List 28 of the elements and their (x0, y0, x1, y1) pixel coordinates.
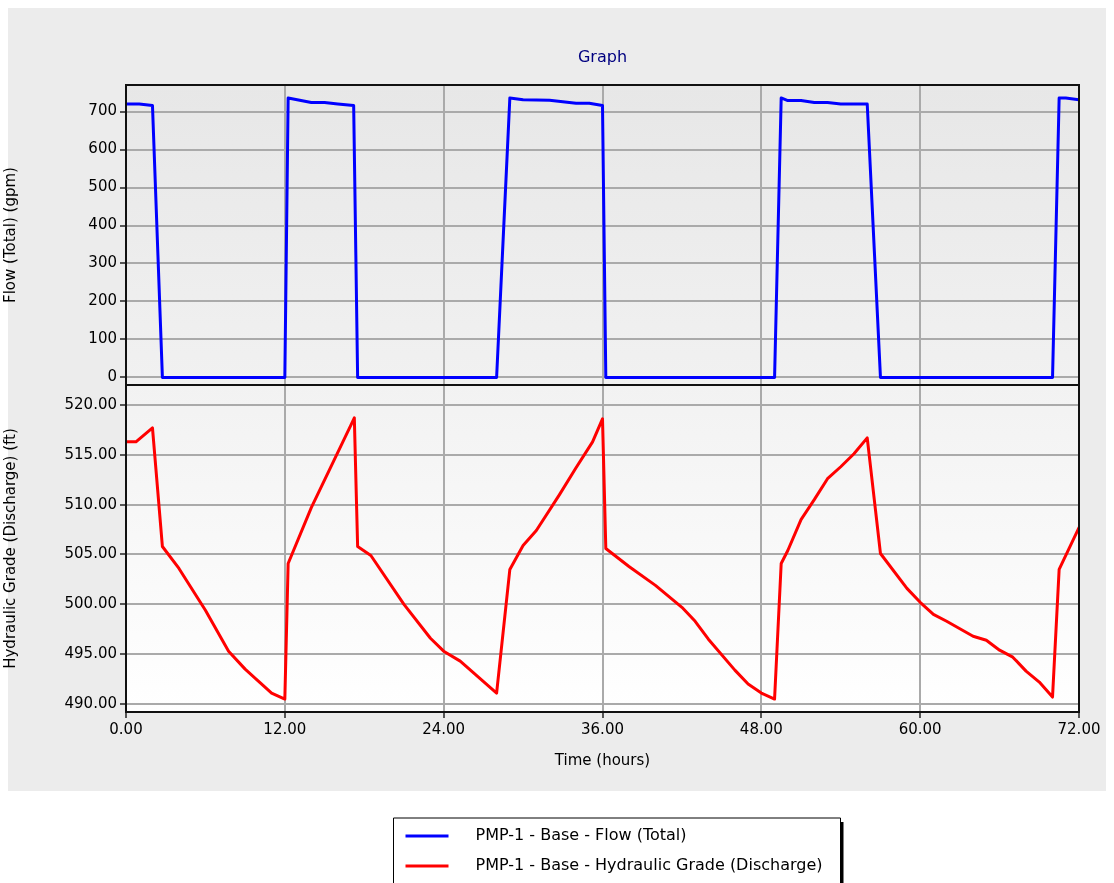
y-tick-label: 515.00 (64, 444, 117, 463)
y-tick-label: 100 (88, 329, 117, 348)
x-tick-label: 0.00 (109, 719, 143, 738)
y-tick-label: 490.00 (64, 693, 117, 712)
y-tick-label: 600 (88, 139, 117, 158)
x-axis-title: Time (hours) (553, 750, 651, 769)
y-tick-label: 495.00 (64, 644, 117, 663)
y-axis-title: Flow (Total) (gpm) (0, 167, 19, 303)
chart-title: Graph (577, 47, 628, 67)
y-tick-label: 300 (88, 253, 117, 272)
x-tick-label: 60.00 (898, 719, 942, 738)
x-tick-label: 36.00 (581, 719, 624, 738)
x-tick-label: 12.00 (263, 719, 307, 738)
y-tick-label: 200 (88, 291, 117, 310)
y-tick-label: 500 (88, 177, 117, 196)
y-tick-label: 505.00 (64, 544, 117, 563)
x-tick-label: 48.00 (739, 719, 783, 738)
y-tick-label: 520.00 (64, 394, 117, 413)
x-tick-label: 72.00 (1057, 719, 1101, 738)
y-axis-title: Hydraulic Grade (Discharge) (ft) (0, 428, 19, 669)
y-tick-label: 510.00 (64, 494, 117, 513)
y-tick-label: 0 (107, 367, 117, 386)
y-tick-label: 700 (88, 101, 117, 120)
y-tick-label: 400 (88, 215, 117, 234)
x-tick-label: 24.00 (422, 719, 466, 738)
y-tick-label: 500.00 (64, 594, 117, 613)
legend-label: PMP-1 - Base - Flow (Total) (475, 825, 687, 845)
legend-label: PMP-1 - Base - Hydraulic Grade (Discharge) (475, 855, 823, 875)
